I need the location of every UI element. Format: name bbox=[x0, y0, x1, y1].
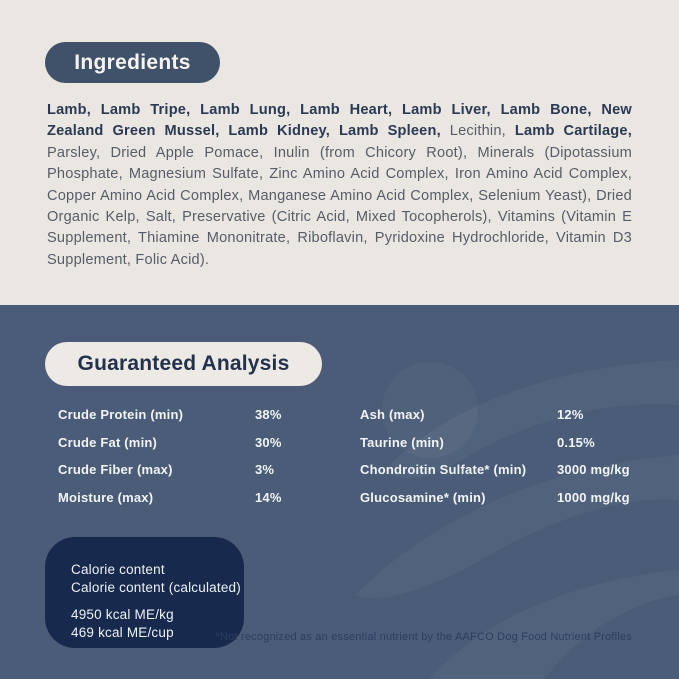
analysis-row-chondroitin: Chondroitin Sulfate* (min) 3000 mg/kg bbox=[360, 456, 633, 484]
analysis-row-ash: Ash (max) 12% bbox=[360, 401, 633, 429]
ingredients-regular-run-2: Parsley, Dried Apple Pomace, Inulin (fro… bbox=[47, 144, 632, 268]
analysis-column-left: Crude Protein (min) 38% Crude Fat (min) … bbox=[58, 401, 360, 511]
calorie-content-box: Calorie content Calorie content (calcula… bbox=[45, 537, 244, 648]
nutrient-label: Crude Fiber (max) bbox=[58, 462, 173, 478]
calorie-values: 4950 kcal ME/kg 469 kcal ME/cup bbox=[71, 606, 244, 642]
nutrient-value: 38% bbox=[255, 407, 282, 423]
ingredients-regular-run-1: Lecithin, bbox=[449, 123, 515, 140]
nutrient-value: 14% bbox=[255, 489, 282, 505]
analysis-row-glucosamine: Glucosamine* (min) 1000 mg/kg bbox=[360, 484, 633, 512]
ingredients-heading-pill: Ingredients bbox=[45, 42, 220, 83]
ingredients-bold-run-2: Lamb Cartilage, bbox=[514, 123, 632, 140]
nutrient-value: 30% bbox=[255, 434, 282, 450]
calorie-content-label: Calorie content bbox=[71, 562, 165, 577]
kcal-per-cup: 469 kcal ME/cup bbox=[71, 625, 174, 640]
ingredients-section: Ingredients Lamb, Lamb Tripe, Lamb Lung,… bbox=[0, 0, 679, 305]
guaranteed-analysis-heading-pill: Guaranteed Analysis bbox=[45, 342, 322, 386]
nutrient-label: Ash (max) bbox=[360, 407, 425, 423]
nutrient-label: Chondroitin Sulfate* (min) bbox=[360, 462, 527, 478]
analysis-column-right: Ash (max) 12% Taurine (min) 0.15% Chondr… bbox=[360, 401, 633, 511]
analysis-row-taurine: Taurine (min) 0.15% bbox=[360, 429, 633, 457]
kcal-per-kg: 4950 kcal ME/kg bbox=[71, 607, 174, 622]
nutrient-value: 12% bbox=[557, 407, 584, 423]
analysis-row-crude-fat: Crude Fat (min) 30% bbox=[58, 429, 360, 457]
aafco-footnote: *Not recognized as an essential nutrient… bbox=[215, 631, 632, 643]
ingredients-bold-run-1: Lamb, Lamb Tripe, Lamb Lung, Lamb Heart,… bbox=[47, 102, 632, 140]
analysis-row-crude-protein: Crude Protein (min) 38% bbox=[58, 401, 360, 429]
nutrient-value: 3000 mg/kg bbox=[557, 462, 630, 478]
guaranteed-analysis-section: Guaranteed Analysis Crude Protein (min) … bbox=[0, 305, 679, 679]
nutrient-label: Crude Protein (min) bbox=[58, 407, 184, 423]
calorie-content-calculated-label: Calorie content (calculated) bbox=[71, 580, 241, 595]
analysis-row-moisture: Moisture (max) 14% bbox=[58, 484, 360, 512]
analysis-table: Crude Protein (min) 38% Crude Fat (min) … bbox=[58, 401, 633, 511]
analysis-row-crude-fiber: Crude Fiber (max) 3% bbox=[58, 456, 360, 484]
nutrient-label: Crude Fat (min) bbox=[58, 434, 158, 450]
guaranteed-analysis-heading: Guaranteed Analysis bbox=[77, 352, 290, 375]
ingredients-heading: Ingredients bbox=[74, 51, 191, 74]
nutrient-value: 0.15% bbox=[557, 434, 595, 450]
nutrient-label: Glucosamine* (min) bbox=[360, 489, 486, 505]
nutrient-value: 3% bbox=[255, 462, 275, 478]
ingredients-text: Lamb, Lamb Tripe, Lamb Lung, Lamb Heart,… bbox=[47, 100, 632, 271]
nutrient-value: 1000 mg/kg bbox=[557, 489, 630, 505]
nutrient-label: Taurine (min) bbox=[360, 434, 444, 450]
nutrient-label: Moisture (max) bbox=[58, 489, 154, 505]
